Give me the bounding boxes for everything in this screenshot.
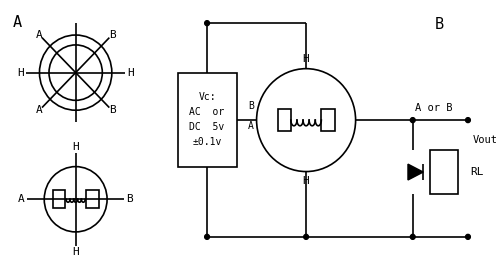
Text: Vc:
AC  or
DC  5v
±0.1v: Vc: AC or DC 5v ±0.1v <box>190 92 224 147</box>
Circle shape <box>466 234 470 239</box>
Circle shape <box>410 118 415 123</box>
Text: H: H <box>302 54 310 64</box>
Text: B: B <box>108 105 116 115</box>
Text: H: H <box>128 68 134 78</box>
Polygon shape <box>408 164 423 180</box>
Bar <box>53 190 65 208</box>
Circle shape <box>304 234 308 239</box>
Text: H: H <box>302 176 310 186</box>
Text: H: H <box>17 68 24 78</box>
Text: A: A <box>18 194 25 204</box>
Text: B: B <box>108 30 116 40</box>
Text: A or B: A or B <box>414 103 452 113</box>
Bar <box>86 190 99 208</box>
Text: Vout: Vout <box>472 135 498 145</box>
Circle shape <box>466 118 470 123</box>
Bar <box>430 150 458 194</box>
Text: A: A <box>248 121 254 131</box>
Text: A: A <box>36 30 43 40</box>
Circle shape <box>410 234 415 239</box>
Text: B: B <box>248 101 254 111</box>
Text: A: A <box>36 105 43 115</box>
Bar <box>322 109 334 131</box>
Text: H: H <box>72 247 79 257</box>
Circle shape <box>204 21 210 26</box>
Bar <box>278 109 291 131</box>
Text: H: H <box>72 142 79 152</box>
Bar <box>178 73 236 167</box>
Text: A: A <box>13 15 22 30</box>
Text: B: B <box>434 17 444 32</box>
Text: B: B <box>126 194 134 204</box>
Text: RL: RL <box>470 167 484 177</box>
Circle shape <box>204 234 210 239</box>
